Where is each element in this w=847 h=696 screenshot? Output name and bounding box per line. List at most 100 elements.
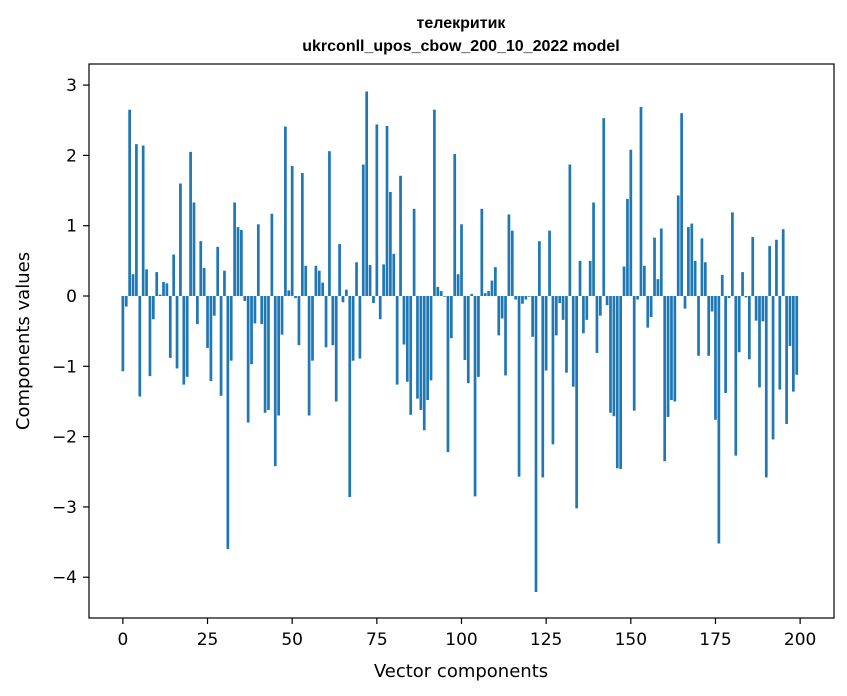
bar <box>731 212 734 296</box>
bar <box>433 109 436 297</box>
bar <box>693 260 697 296</box>
bar <box>703 262 707 297</box>
bar <box>240 229 243 297</box>
bar <box>405 296 409 382</box>
bar <box>372 296 375 304</box>
bar <box>504 296 507 376</box>
bar <box>182 296 186 385</box>
bars-group <box>121 91 799 592</box>
bar <box>673 296 677 402</box>
bar <box>598 296 602 316</box>
bar <box>646 296 650 328</box>
bar <box>758 296 761 388</box>
bar <box>687 227 690 297</box>
bar <box>179 183 182 297</box>
bar <box>395 296 399 385</box>
y-tick-label: 2 <box>66 146 77 166</box>
bar <box>341 296 345 303</box>
bar <box>470 293 474 297</box>
bar <box>626 198 629 296</box>
bar <box>172 254 176 297</box>
bar <box>541 296 545 478</box>
bar <box>446 296 450 453</box>
bar <box>609 296 612 413</box>
bar <box>514 296 518 300</box>
bar <box>524 296 528 300</box>
bar <box>300 172 304 296</box>
bar <box>456 274 460 296</box>
bar <box>402 296 406 345</box>
bar <box>124 296 128 307</box>
bar <box>571 296 575 387</box>
bar <box>324 296 328 348</box>
bar <box>422 296 426 431</box>
bar <box>490 280 494 297</box>
bar <box>778 296 782 390</box>
bar <box>375 124 379 297</box>
bar <box>162 281 165 296</box>
bar <box>494 267 497 296</box>
bar <box>334 296 338 402</box>
bar <box>785 296 788 424</box>
bar <box>273 296 277 467</box>
bar <box>714 296 717 420</box>
bar <box>256 224 260 296</box>
bar <box>676 195 680 297</box>
bar <box>460 224 463 296</box>
bar <box>629 149 633 296</box>
y-tick-label: −3 <box>52 498 77 518</box>
bar <box>605 296 609 306</box>
x-axis-label: Vector components <box>374 661 548 682</box>
bar <box>466 296 470 384</box>
bar <box>643 265 646 296</box>
bar <box>287 290 291 296</box>
bar <box>510 230 514 296</box>
y-tick-label: −1 <box>52 357 77 377</box>
bar <box>443 296 446 297</box>
bar <box>697 296 700 356</box>
bar <box>792 296 795 392</box>
bar <box>639 106 643 297</box>
bar <box>473 296 477 497</box>
bar <box>771 296 775 440</box>
bar <box>202 267 206 296</box>
bar <box>724 296 727 394</box>
bar <box>734 296 738 456</box>
bar <box>439 291 443 296</box>
bar <box>378 296 382 320</box>
x-tick-label: 100 <box>445 630 477 650</box>
bar <box>612 296 616 417</box>
bar <box>209 296 213 382</box>
bar <box>781 229 785 297</box>
x-tick-label: 75 <box>366 630 388 650</box>
bar <box>253 296 257 324</box>
bar <box>175 296 179 369</box>
bar <box>151 296 155 320</box>
bar <box>250 296 253 365</box>
bar <box>192 202 196 297</box>
bar <box>158 294 162 297</box>
bar <box>737 296 741 353</box>
bar <box>229 296 233 361</box>
bar <box>185 296 189 377</box>
bar <box>632 296 636 411</box>
bar <box>189 151 192 296</box>
y-tick-label: 1 <box>66 217 77 237</box>
bar <box>666 296 670 417</box>
bar <box>615 296 619 469</box>
bar <box>592 202 595 297</box>
bar <box>663 296 667 462</box>
bar <box>619 296 623 469</box>
bar <box>595 296 599 353</box>
bar <box>754 296 758 321</box>
bar <box>141 145 145 296</box>
bar <box>345 289 348 297</box>
bar <box>389 191 392 296</box>
bar <box>128 109 131 297</box>
bar <box>267 296 270 410</box>
y-tick-label: −4 <box>52 568 77 588</box>
bar <box>263 296 267 413</box>
bar <box>304 265 308 296</box>
bar <box>751 236 755 297</box>
